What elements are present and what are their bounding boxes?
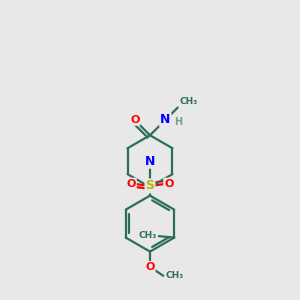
Text: N: N [160, 113, 170, 127]
Text: O: O [164, 178, 173, 189]
Text: O: O [130, 115, 140, 125]
Text: O: O [127, 178, 136, 189]
Text: CH₃: CH₃ [179, 97, 197, 106]
Text: S: S [146, 179, 154, 192]
Text: CH₃: CH₃ [138, 231, 157, 240]
Text: N: N [145, 155, 155, 168]
Text: CH₃: CH₃ [166, 271, 184, 280]
Text: O: O [145, 262, 155, 272]
Text: H: H [174, 117, 182, 127]
